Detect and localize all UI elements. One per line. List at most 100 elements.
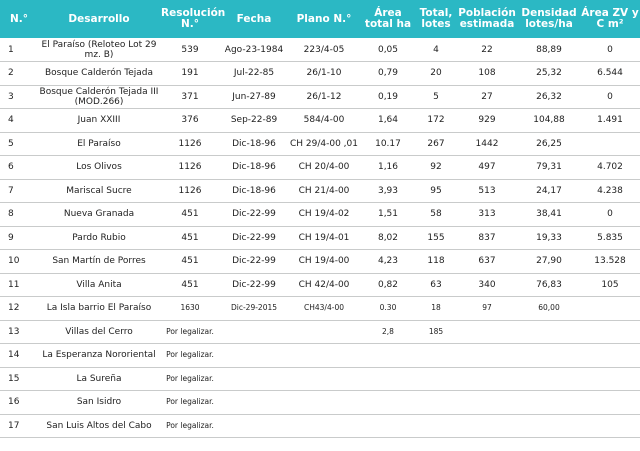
cell-n: 13 <box>0 320 38 344</box>
cell-poblacion <box>456 414 518 438</box>
cell-resolucion: 451 <box>160 226 220 250</box>
cell-desarrollo: Mariscal Sucre <box>38 179 160 203</box>
cell-lotes: 267 <box>416 132 456 156</box>
cell-n: 6 <box>0 155 38 180</box>
cell-resolucion: Por legalizar. <box>160 320 220 344</box>
cell-lotes <box>416 390 456 415</box>
cell-desarrollo: Los Olivos <box>38 155 160 180</box>
cell-resolucion: 451 <box>160 249 220 274</box>
table-row: 13 Villas del Cerro Por legalizar. 2,8 185 <box>0 320 640 344</box>
cell-densidad: 19,33 <box>518 226 580 250</box>
table-row: 5 El Paraíso 1126 Dic-18-96 CH 29/4-00 ,01 10… <box>0 132 640 156</box>
cell-n: 8 <box>0 202 38 227</box>
cell-poblacion: 1442 <box>456 132 518 156</box>
cell-densidad: 79,31 <box>518 155 580 180</box>
header-zv: Área ZV y C m² <box>580 0 640 38</box>
cell-n: 2 <box>0 61 38 86</box>
cell-densidad: 26,25 <box>518 132 580 156</box>
cell-densidad: 24,17 <box>518 179 580 203</box>
cell-zv <box>580 367 640 391</box>
cell-lotes: 95 <box>416 179 456 203</box>
cell-densidad: 25,32 <box>518 61 580 86</box>
cell-fecha: Ago-23-1984 <box>220 38 288 62</box>
cell-resolucion: 539 <box>160 38 220 62</box>
cell-area <box>360 390 416 415</box>
cell-area: 0,19 <box>360 85 416 109</box>
cell-desarrollo: La Esperanza Nororiental <box>38 343 160 368</box>
cell-n: 17 <box>0 414 38 438</box>
cell-lotes <box>416 343 456 368</box>
cell-fecha: Dic-22-99 <box>220 226 288 250</box>
table-row: 16 San Isidro Por legalizar. <box>0 390 640 415</box>
table-row: 15 La Sureña Por legalizar. <box>0 367 640 391</box>
cell-zv: 0 <box>580 38 640 62</box>
cell-fecha <box>220 390 288 415</box>
cell-poblacion: 837 <box>456 226 518 250</box>
cell-plano: 26/1-10 <box>288 61 360 86</box>
cell-fecha: Sep-22-89 <box>220 108 288 133</box>
cell-n: 11 <box>0 273 38 297</box>
cell-poblacion: 108 <box>456 61 518 86</box>
table-row: 11 Villa Anita 451 Dic-22-99 CH 42/4-00 0,82 6… <box>0 273 640 297</box>
cell-resolucion: 191 <box>160 61 220 86</box>
cell-densidad <box>518 367 580 391</box>
cell-poblacion <box>456 320 518 344</box>
cell-zv: 4.238 <box>580 179 640 203</box>
cell-lotes <box>416 414 456 438</box>
cell-densidad: 88,89 <box>518 38 580 62</box>
cell-area: 0,82 <box>360 273 416 297</box>
cell-fecha: Dic-22-99 <box>220 249 288 274</box>
cell-resolucion: 1126 <box>160 132 220 156</box>
cell-area: 1,16 <box>360 155 416 180</box>
cell-n: 16 <box>0 390 38 415</box>
cell-poblacion: 497 <box>456 155 518 180</box>
cell-resolucion: 371 <box>160 85 220 109</box>
cell-plano: 223/4-05 <box>288 38 360 62</box>
cell-plano <box>288 320 360 344</box>
cell-resolucion: Por legalizar. <box>160 343 220 368</box>
cell-desarrollo: Villa Anita <box>38 273 160 297</box>
cell-desarrollo: Bosque Calderón Tejada III (MOD.266) <box>38 85 160 109</box>
cell-poblacion: 929 <box>456 108 518 133</box>
cell-lotes: 58 <box>416 202 456 227</box>
cell-fecha: Dic-18-96 <box>220 179 288 203</box>
cell-poblacion: 27 <box>456 85 518 109</box>
cell-desarrollo: El Paraíso (Reloteo Lot 29 mz. B) <box>38 38 160 62</box>
cell-zv <box>580 390 640 415</box>
header-densidad: Densidad lotes/ha <box>518 0 580 38</box>
cell-resolucion: Por legalizar. <box>160 390 220 415</box>
cell-densidad <box>518 320 580 344</box>
table-row: 3 Bosque Calderón Tejada III (MOD.266) 371… <box>0 85 640 109</box>
cell-desarrollo: La Isla barrio El Paraíso <box>38 296 160 321</box>
cell-lotes: 185 <box>416 320 456 344</box>
header-lotes: Total, lotes <box>416 0 456 38</box>
cell-resolucion: 451 <box>160 202 220 227</box>
cell-lotes: 18 <box>416 296 456 321</box>
cell-plano: CH 20/4-00 <box>288 155 360 180</box>
cell-fecha <box>220 367 288 391</box>
cell-zv <box>580 132 640 156</box>
cell-n: 15 <box>0 367 38 391</box>
cell-densidad: 76,83 <box>518 273 580 297</box>
header-fecha: Fecha <box>220 0 288 38</box>
cell-poblacion <box>456 367 518 391</box>
cell-resolucion: 1126 <box>160 179 220 203</box>
cell-zv: 1.491 <box>580 108 640 133</box>
cell-plano <box>288 343 360 368</box>
cell-desarrollo: Juan XXIII <box>38 108 160 133</box>
cell-n: 5 <box>0 132 38 156</box>
cell-n: 9 <box>0 226 38 250</box>
cell-densidad <box>518 390 580 415</box>
cell-desarrollo: Bosque Calderón Tejada <box>38 61 160 86</box>
cell-desarrollo: San Isidro <box>38 390 160 415</box>
cell-area <box>360 343 416 368</box>
cell-fecha: Dic-29-2015 <box>220 296 288 321</box>
cell-poblacion <box>456 343 518 368</box>
cell-area: 3,93 <box>360 179 416 203</box>
cell-desarrollo: San Martín de Porres <box>38 249 160 274</box>
cell-zv: 13.528 <box>580 249 640 274</box>
cell-area <box>360 367 416 391</box>
cell-desarrollo: El Paraíso <box>38 132 160 156</box>
cell-poblacion: 637 <box>456 249 518 274</box>
cell-zv: 105 <box>580 273 640 297</box>
